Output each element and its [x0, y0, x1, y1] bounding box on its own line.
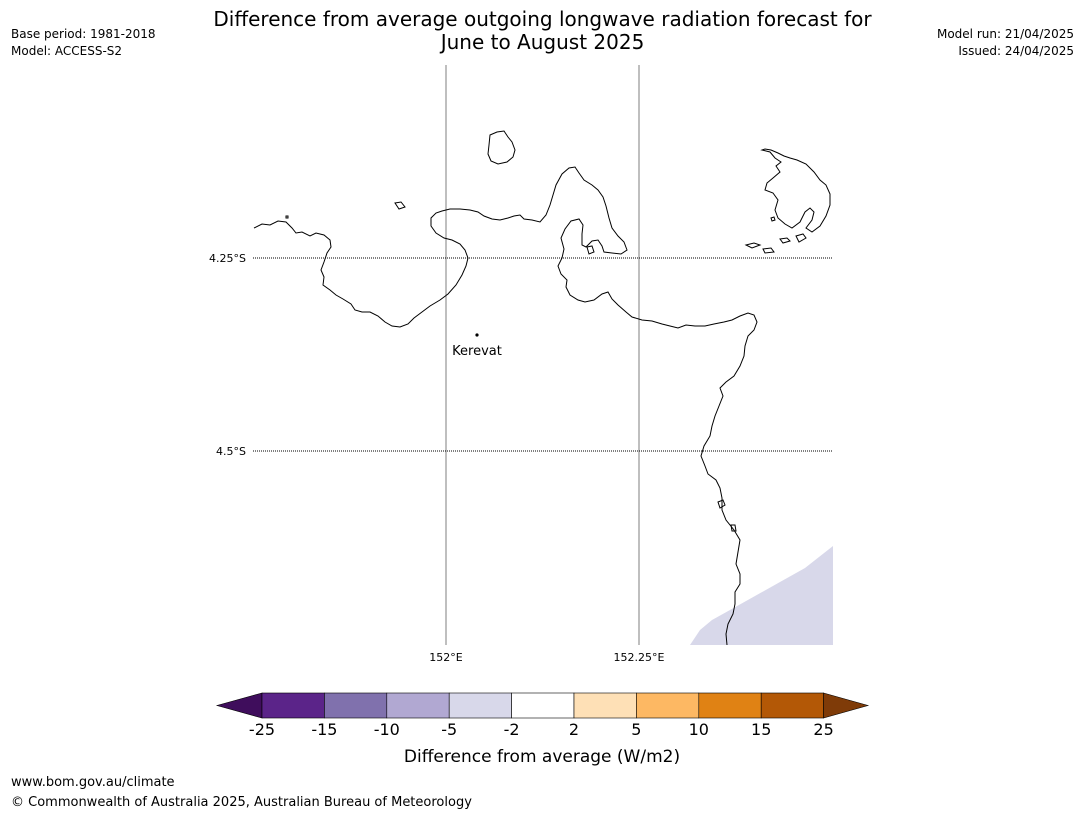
- coastline-duke-islet-2: [762, 247, 775, 254]
- colorbar-segment-4: [448, 692, 512, 719]
- anomaly-shaded-region: [690, 546, 833, 645]
- coastline-duke-islet-3: [779, 237, 791, 244]
- colorbar-tick-9: 15: [751, 720, 771, 739]
- colorbar-tick-1: -25: [249, 720, 275, 739]
- metadata-left: Base period: 1981-2018 Model: ACCESS-S2: [11, 26, 156, 60]
- coastline-duke-of-york-islands: [760, 148, 831, 233]
- model-text: Model: ACCESS-S2: [11, 44, 123, 58]
- colorbar-segment-3: [386, 692, 450, 719]
- colorbar-tick-2: -15: [311, 720, 337, 739]
- colorbar-segment-6: [573, 692, 637, 719]
- model-run-text: Model run: 21/04/2025: [936, 27, 1074, 41]
- colorbar-segment-1: [261, 692, 325, 719]
- colorbar-tick-8: 10: [689, 720, 709, 739]
- lon-label-152-25e: 152.25°E: [614, 651, 665, 664]
- coastline-duke-islet-4: [795, 233, 807, 243]
- colorbar-title: Difference from average (W/m2): [404, 747, 680, 767]
- coastline-islet-headland: [285, 215, 289, 219]
- map-title: Difference from average outgoing longwav…: [0, 8, 1085, 54]
- coastline: [253, 130, 831, 646]
- coastline-islet-west: [394, 201, 406, 210]
- colorbar-extend-low: [215, 692, 263, 719]
- colorbar-tick-5: -2: [504, 720, 520, 739]
- lat-label-4-5s: 4.5°S: [216, 445, 246, 458]
- colorbar-tick-4: -5: [441, 720, 457, 739]
- colorbar-tick-10: 25: [813, 720, 833, 739]
- footer-copyright: © Commonwealth of Australia 2025, Austra…: [11, 795, 472, 810]
- lon-label-152e: 152°E: [429, 651, 462, 664]
- colorbar-tick-6: 2: [569, 720, 579, 739]
- colorbar-tick-7: 5: [631, 720, 641, 739]
- colorbar-segment-9: [760, 692, 824, 719]
- coastline-main-landmass: [253, 166, 758, 646]
- coastline-duke-of-york-north: [487, 130, 516, 165]
- base-period-text: Base period: 1981-2018: [11, 27, 156, 41]
- coastline-east-islet-2: [730, 524, 737, 532]
- colorbar-segment-7: [636, 692, 700, 719]
- footer-url: www.bom.gov.au/climate: [11, 775, 175, 790]
- coastline-east-islet-1: [717, 499, 726, 509]
- metadata-right: Model run: 21/04/2025 Issued: 24/04/2025: [937, 26, 1074, 60]
- colorbar-extend-high: [823, 692, 870, 719]
- title-line-2: June to August 2025: [440, 30, 645, 54]
- place-label-kerevat: Kerevat: [452, 344, 502, 359]
- coastline-bay-islet: [586, 245, 595, 255]
- colorbar: [215, 692, 870, 719]
- colorbar-segment-8: [698, 692, 762, 719]
- coastline-duke-islet-5: [770, 216, 776, 222]
- colorbar-segment-2: [324, 692, 388, 719]
- colorbar-tick-3: -10: [374, 720, 400, 739]
- colorbar-segment-5: [511, 692, 575, 719]
- place-marker-kerevat: [475, 333, 479, 337]
- coastline-duke-islet-1: [744, 242, 762, 249]
- issued-text: Issued: 24/04/2025: [958, 44, 1074, 58]
- lat-label-4-25s: 4.25°S: [209, 252, 246, 265]
- title-line-1: Difference from average outgoing longwav…: [213, 7, 872, 31]
